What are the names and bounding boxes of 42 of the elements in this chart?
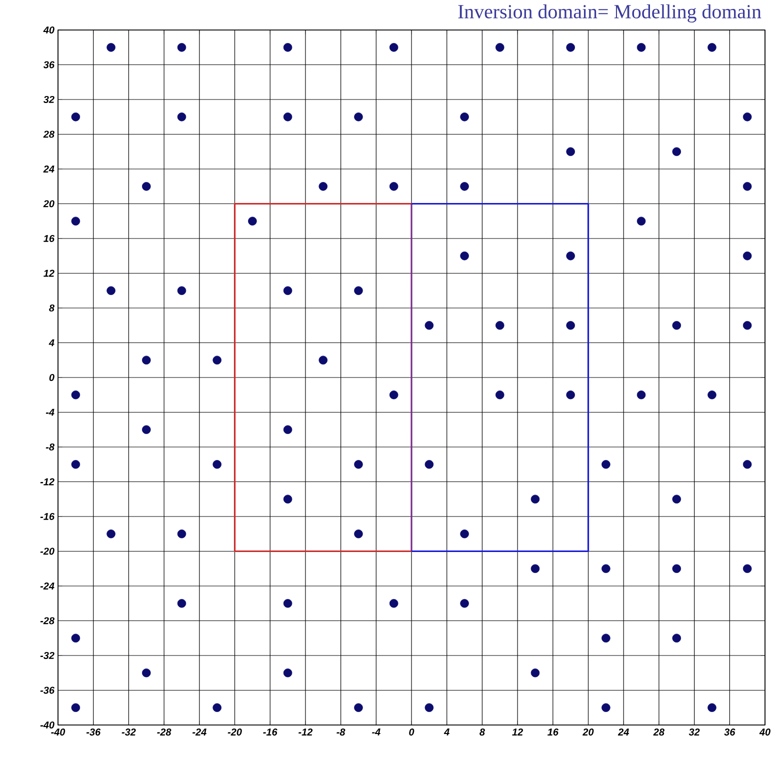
x-tick-label: 32 (688, 728, 700, 736)
y-tick-label: -4 (46, 408, 54, 416)
x-tick-label: -4 (372, 728, 380, 736)
y-tick-label: 12 (44, 270, 54, 277)
x-tick-label: 16 (548, 728, 558, 736)
x-tick-label: -28 (157, 728, 172, 736)
y-tick-label: 40 (43, 26, 54, 34)
y-tick-label: 0 (49, 374, 54, 382)
y-tick-label: -40 (40, 721, 54, 729)
x-tick-label: -16 (263, 728, 278, 736)
y-tick-label: -28 (40, 617, 54, 624)
y-tick-label: 24 (43, 166, 54, 172)
y-tick-label: -20 (40, 548, 54, 555)
x-tick-label: 36 (724, 728, 736, 736)
x-tick-label: -8 (336, 728, 346, 736)
x-tick-label: 24 (618, 728, 629, 736)
x-tick-label: -36 (86, 728, 101, 736)
x-tick-label: 40 (759, 728, 770, 736)
y-tick-label: 4 (48, 339, 54, 346)
y-tick-label: -36 (40, 686, 55, 694)
x-tick-label: 8 (480, 728, 485, 736)
x-tick-label: -12 (298, 728, 313, 736)
y-tick-label: -24 (40, 582, 54, 590)
x-tick-label: 0 (409, 728, 414, 736)
y-tick-label: -12 (40, 478, 54, 486)
x-tick-label: 20 (582, 728, 594, 736)
y-tick-label: -32 (40, 652, 54, 660)
x-tick-label: 4 (444, 728, 450, 736)
x-tick-label: 28 (653, 728, 664, 736)
y-tick-label: 32 (43, 96, 54, 104)
y-tick-label: 36 (43, 61, 55, 68)
y-tick-label: 28 (43, 130, 54, 138)
x-tick-label: -32 (122, 728, 136, 736)
y-tick-label: -8 (46, 443, 54, 451)
x-tick-label: -20 (228, 728, 242, 736)
y-tick-label: -16 (40, 512, 55, 520)
y-tick-label: 20 (43, 200, 54, 208)
y-tick-label: 8 (49, 304, 54, 312)
chart-title: Inversion domain= Modelling domain (458, 4, 762, 22)
y-tick-label: 16 (44, 234, 55, 242)
x-tick-label: -24 (192, 728, 206, 736)
x-tick-label: 12 (512, 728, 523, 736)
